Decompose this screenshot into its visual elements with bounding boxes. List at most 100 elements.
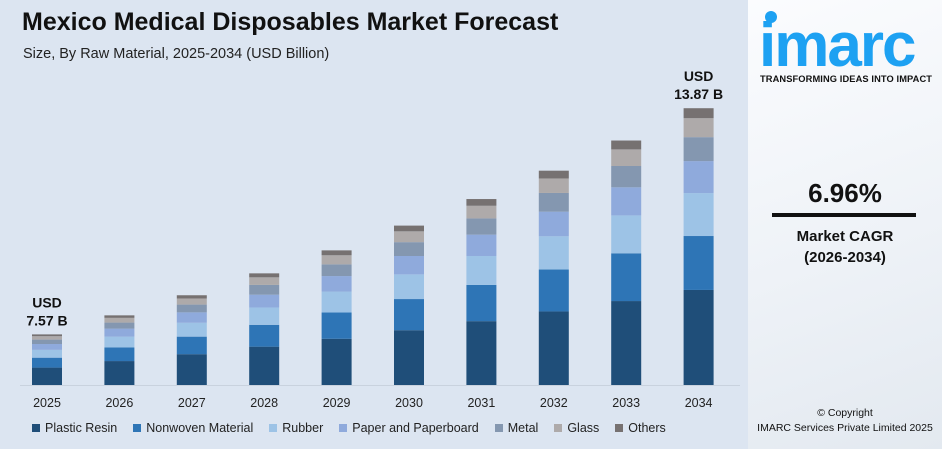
bar-segment-rubber-2029 [321, 291, 352, 313]
page-title: Mexico Medical Disposables Market Foreca… [22, 8, 559, 36]
bar-segment-nonwoven-material-2026 [104, 347, 135, 362]
bar-segment-plastic-resin-2028 [249, 346, 280, 385]
bar-segment-paper-and-paperboard-2031 [466, 234, 497, 256]
bar-segment-others-2026 [104, 315, 135, 318]
legend-swatch [339, 424, 348, 432]
bar-segment-glass-2034 [683, 118, 714, 138]
bar-segment-glass-2025 [32, 336, 62, 340]
value-label: 13.87 B [674, 86, 723, 102]
legend-swatch [494, 424, 503, 432]
x-tick-label: 2034 [685, 396, 713, 410]
divider [772, 213, 916, 217]
legend-item: Others [615, 421, 666, 435]
bar-segment-plastic-resin-2033 [611, 301, 642, 385]
bar-segment-nonwoven-material-2029 [321, 312, 352, 339]
stacked-bar-chart: 2025 USD 7.57 B 2026 2027 2028 2029 2030 2031 203… [20, 68, 740, 410]
bar-segment-rubber-2033 [611, 215, 642, 254]
bar-segment-glass-2033 [611, 149, 642, 166]
cagr-period: (2026-2034) [804, 249, 886, 266]
bar-segment-metal-2028 [249, 284, 280, 295]
legend-swatch [615, 424, 624, 432]
bar-segment-paper-and-paperboard-2032 [538, 211, 569, 237]
bar-segment-nonwoven-material-2028 [249, 324, 280, 347]
bar-segment-rubber-2032 [538, 236, 569, 270]
bar-segment-nonwoven-material-2025 [32, 357, 62, 368]
copyright: © Copyright IMARC Services Private Limit… [748, 406, 942, 436]
legend-item: Nonwoven Material [133, 421, 253, 435]
bar-segment-rubber-2027 [176, 322, 207, 337]
bar-segment-metal-2033 [611, 165, 642, 188]
legend-label: Plastic Resin [45, 421, 118, 435]
x-tick-label: 2032 [540, 396, 568, 410]
bar-segment-nonwoven-material-2031 [466, 284, 497, 322]
imarc-logo: imarc [759, 11, 917, 72]
bar-segment-others-2033 [611, 140, 642, 150]
cagr-label: Market CAGR (2026-2034) [748, 226, 942, 268]
bar-segment-rubber-2034 [683, 193, 714, 237]
bar-segment-metal-2030 [394, 242, 424, 257]
legend-item: Metal [494, 421, 538, 435]
copyright-line1: © Copyright [817, 407, 873, 419]
bar-segment-glass-2031 [466, 205, 497, 219]
legend-swatch [554, 424, 563, 432]
bar-segment-metal-2027 [176, 304, 207, 313]
brand-tagline: TRANSFORMING IDEAS INTO IMPACT [760, 74, 933, 84]
bar-segment-others-2034 [683, 108, 714, 119]
bar-segment-nonwoven-material-2034 [683, 236, 714, 290]
bar-segment-nonwoven-material-2030 [394, 299, 424, 331]
legend-swatch [133, 424, 142, 432]
legend-item: Plastic Resin [32, 421, 117, 435]
bar-segment-nonwoven-material-2027 [176, 336, 207, 355]
x-tick-label: 2030 [395, 396, 423, 410]
x-tick-label: 2026 [105, 396, 133, 410]
bar-segment-others-2030 [394, 225, 424, 232]
bar-segment-metal-2032 [538, 192, 569, 212]
bar-segment-others-2027 [176, 295, 207, 299]
chart-subtitle: Size, By Raw Material, 2025-2034 (USD Bi… [23, 46, 330, 62]
legend-item: Rubber [269, 421, 323, 435]
bar-segment-metal-2029 [321, 264, 352, 277]
chart-panel: Mexico Medical Disposables Market Foreca… [20, 8, 740, 435]
bar-segment-plastic-resin-2030 [394, 330, 424, 385]
legend-item: Paper and Paperboard [339, 421, 479, 435]
bar-segment-plastic-resin-2029 [321, 338, 352, 385]
bar-segment-plastic-resin-2031 [466, 321, 497, 385]
bar-segment-plastic-resin-2034 [683, 289, 714, 385]
legend: Plastic Resin Nonwoven Material Rubber Pape… [32, 421, 666, 435]
bar-segment-glass-2026 [104, 317, 135, 323]
bar-segment-plastic-resin-2032 [538, 311, 569, 385]
legend-label: Glass [567, 421, 600, 435]
bar-segment-paper-and-paperboard-2033 [611, 187, 642, 216]
value-label-currency: USD [32, 294, 62, 310]
bar-segment-others-2025 [32, 334, 62, 337]
legend-label: Paper and Paperboard [352, 421, 479, 435]
brand-panel: imarc TRANSFORMING IDEAS INTO IMPACT 6.9… [748, 0, 942, 449]
cagr-label-text: Market CAGR [796, 228, 894, 245]
bar-segment-paper-and-paperboard-2027 [176, 312, 207, 323]
bar-segment-plastic-resin-2026 [104, 361, 135, 385]
bar-segment-others-2029 [321, 250, 352, 256]
x-tick-label: 2031 [467, 396, 495, 410]
bar-segment-metal-2026 [104, 322, 135, 329]
legend-label: Rubber [282, 421, 324, 435]
bar-segment-paper-and-paperboard-2029 [321, 276, 352, 292]
bar-segment-rubber-2026 [104, 336, 135, 348]
svg-text:imarc: imarc [759, 11, 915, 72]
bar-segment-nonwoven-material-2032 [538, 269, 569, 312]
value-label-currency: USD [684, 68, 714, 84]
bar-segment-paper-and-paperboard-2025 [32, 344, 62, 350]
copyright-line2: IMARC Services Private Limited 2025 [757, 422, 933, 434]
x-tick-label: 2025 [33, 396, 61, 410]
value-label: 7.57 B [26, 312, 67, 328]
bar-segment-paper-and-paperboard-2026 [104, 328, 135, 337]
bar-segment-others-2031 [466, 199, 497, 206]
cagr-value: 6.96% [808, 178, 882, 208]
legend-swatch [32, 424, 40, 432]
bar-segment-paper-and-paperboard-2030 [394, 256, 424, 275]
bar-segment-glass-2032 [538, 178, 569, 193]
bar-segment-rubber-2028 [249, 307, 280, 325]
x-tick-label: 2028 [250, 396, 278, 410]
bar-segment-metal-2034 [683, 137, 714, 162]
x-tick-label: 2033 [612, 396, 640, 410]
bar-segment-others-2032 [538, 170, 569, 179]
